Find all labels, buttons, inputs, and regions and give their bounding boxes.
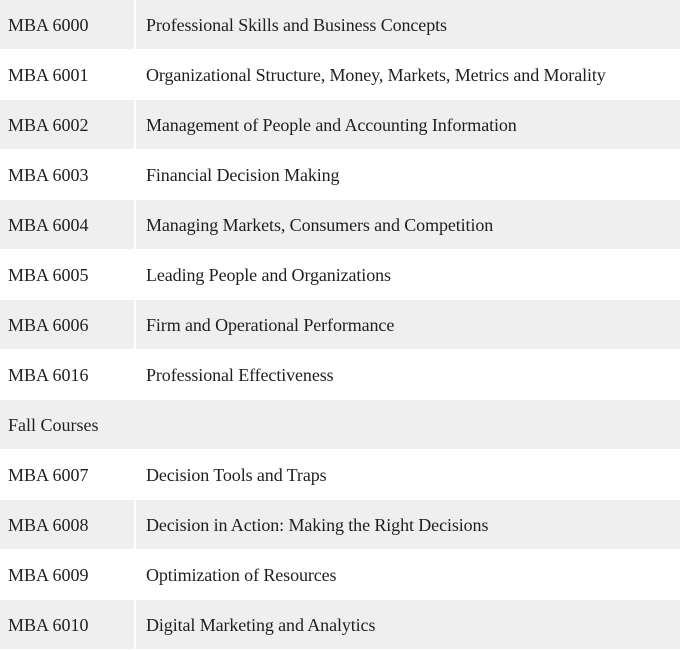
section-header-row: Fall Courses [0, 400, 680, 450]
course-row: MBA 6007 Decision Tools and Traps [0, 450, 680, 500]
course-code: MBA 6007 [0, 450, 136, 500]
course-code: MBA 6016 [0, 350, 136, 400]
course-row: MBA 6004 Managing Markets, Consumers and… [0, 200, 680, 250]
course-row: MBA 6016 Professional Effectiveness [0, 350, 680, 400]
course-row: MBA 6009 Optimization of Resources [0, 550, 680, 600]
course-row: MBA 6006 Firm and Operational Performanc… [0, 300, 680, 350]
course-title: Financial Decision Making [136, 150, 680, 200]
course-title: Organizational Structure, Money, Markets… [136, 50, 680, 100]
course-code: MBA 6001 [0, 50, 136, 100]
course-row: MBA 6001 Organizational Structure, Money… [0, 50, 680, 100]
course-code: MBA 6006 [0, 300, 136, 350]
course-title: Managing Markets, Consumers and Competit… [136, 200, 680, 250]
course-title: Professional Effectiveness [136, 350, 680, 400]
course-title: Decision in Action: Making the Right Dec… [136, 500, 680, 550]
course-code: MBA 6010 [0, 600, 136, 650]
course-code: MBA 6009 [0, 550, 136, 600]
course-code: MBA 6005 [0, 250, 136, 300]
course-title: Management of People and Accounting Info… [136, 100, 680, 150]
section-heading: Fall Courses [0, 400, 680, 450]
course-title: Decision Tools and Traps [136, 450, 680, 500]
course-row: MBA 6003 Financial Decision Making [0, 150, 680, 200]
course-code: MBA 6002 [0, 100, 136, 150]
course-row: MBA 6010 Digital Marketing and Analytics [0, 600, 680, 650]
course-title: Firm and Operational Performance [136, 300, 680, 350]
course-code: MBA 6000 [0, 0, 136, 50]
course-title: Digital Marketing and Analytics [136, 600, 680, 650]
course-code: MBA 6004 [0, 200, 136, 250]
course-title: Optimization of Resources [136, 550, 680, 600]
course-row: MBA 6005 Leading People and Organization… [0, 250, 680, 300]
course-row: MBA 6000 Professional Skills and Busines… [0, 0, 680, 50]
course-code: MBA 6003 [0, 150, 136, 200]
course-title: Professional Skills and Business Concept… [136, 0, 680, 50]
course-row: MBA 6002 Management of People and Accoun… [0, 100, 680, 150]
course-title: Leading People and Organizations [136, 250, 680, 300]
course-row: MBA 6008 Decision in Action: Making the … [0, 500, 680, 550]
course-code: MBA 6008 [0, 500, 136, 550]
